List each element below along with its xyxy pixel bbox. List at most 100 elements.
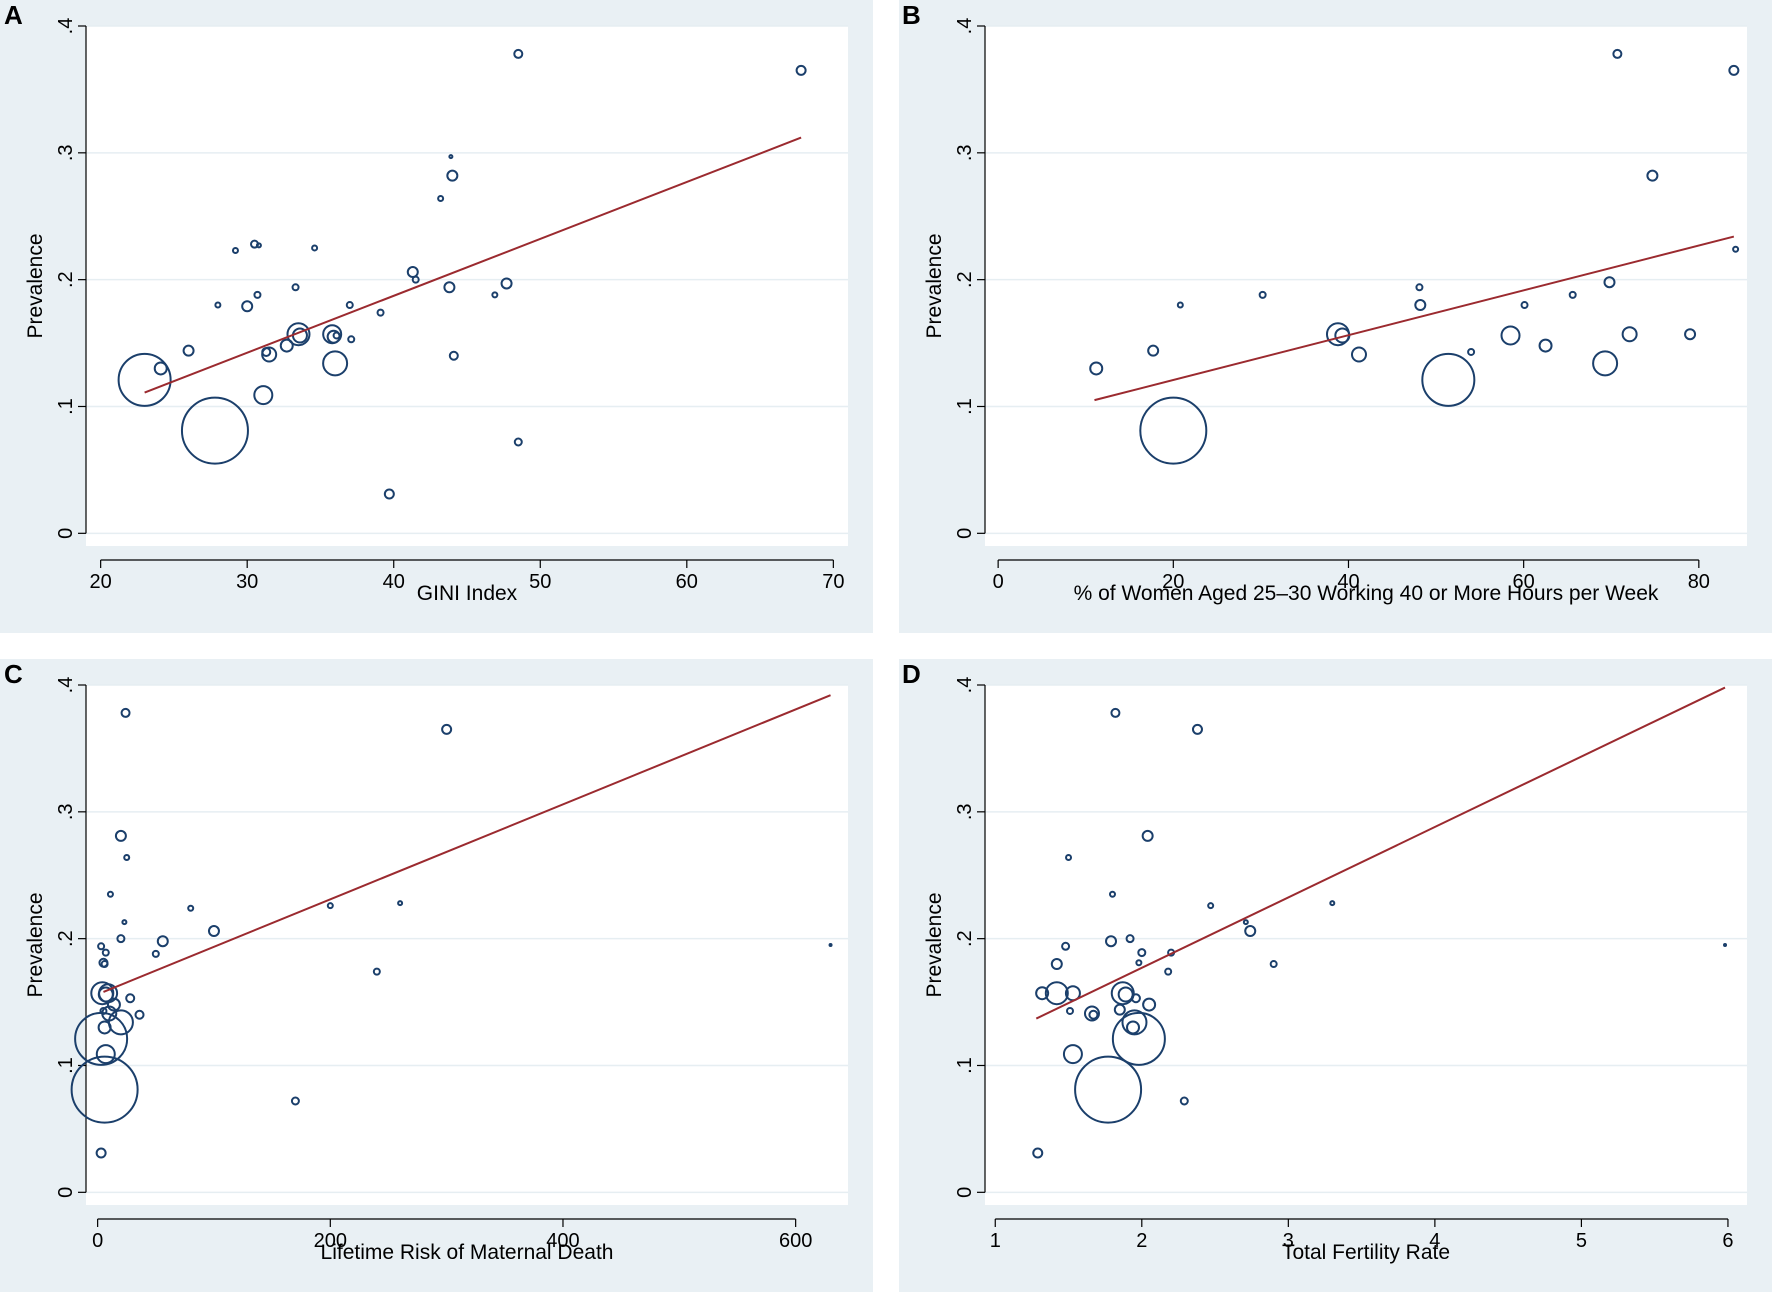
panel-d-grid [985, 684, 1747, 1194]
panel-b-x-tick-label-2: 40 [1337, 571, 1359, 593]
panel-d-point-2 [1050, 958, 1063, 971]
panel-d-axes: 1 2 3 4 5 6 0 .1 .2 .3 .4 [954, 677, 1734, 1252]
panel-c-x-tick-label-2: 400 [546, 1230, 579, 1252]
panel-a-x-axis-title: GINI Index [417, 582, 518, 605]
panel-b-y-tick-label-3: .3 [954, 144, 976, 161]
panel-b-y-tick-label-4: .4 [954, 18, 976, 35]
panel-b-point-2 [1139, 396, 1208, 465]
panel-b-point-4 [1258, 290, 1267, 299]
panel-d-point-36 [1723, 943, 1728, 947]
panel-a-axes: 20 30 40 50 60 70 0 .1 .2 .3 .4 [55, 18, 844, 593]
panel-a-x-tick-label-4: 60 [676, 571, 698, 593]
panel-a-y-axis-title: Prevalence [24, 233, 47, 338]
panel-b-point-10 [1421, 352, 1476, 407]
panel-d-y-axis-title: Prevalence [923, 892, 946, 997]
panel-d-y-tick-label-2: .2 [954, 930, 976, 947]
panel-a-x-tick-label-1: 30 [236, 571, 258, 593]
panel-d-plot-area [985, 685, 1747, 1205]
panel-d-point-4 [1061, 941, 1071, 951]
panel-d-point-25 [1141, 829, 1154, 842]
panel-a-point-8 [255, 242, 262, 249]
panel-c-x-tick-label-0: 0 [92, 1230, 103, 1252]
panel-b-x-tick-label-0: 0 [993, 571, 1004, 593]
panel-d-point-34 [1269, 960, 1278, 969]
panel-a-point-35 [513, 48, 524, 59]
panel-c-x-tick-label-3: 600 [779, 1230, 812, 1252]
panel-b-letter: B [902, 0, 921, 30]
panel-a-point-24 [376, 308, 385, 317]
panel-a-point-14 [291, 283, 300, 292]
panel-a-x-tick-label-2: 40 [383, 571, 405, 593]
panel-a-grid [86, 25, 848, 535]
panel-d-point-26 [1142, 997, 1157, 1012]
panel-b-point-16 [1592, 350, 1619, 377]
panel-c-point-23 [121, 919, 128, 926]
panel-b-fit-line [1094, 235, 1735, 402]
panel-a-point-9 [253, 290, 262, 299]
panel-a-point-25 [383, 488, 395, 500]
panel-d-point-8 [1062, 1044, 1083, 1065]
panel-a-letter: A [4, 0, 23, 30]
panel-a-y-tick-label-1: .1 [55, 398, 77, 415]
panel-c-plot-area [86, 685, 848, 1205]
panel-c-marks [70, 694, 833, 1159]
panel-b-point-15 [1568, 290, 1577, 299]
panel-b-point-7 [1350, 346, 1367, 363]
panel-b-point-1 [1147, 344, 1160, 357]
panel-d-point-33 [1244, 925, 1257, 938]
panel-d-point-3 [1044, 981, 1069, 1006]
panel-a-y-tick-label-3: .3 [55, 144, 77, 161]
panel-c-point-2 [95, 1147, 107, 1159]
panel-b-point-9 [1414, 299, 1427, 312]
panel-c-point-17 [134, 1009, 145, 1020]
panel-d-x-tick-label-5: 6 [1722, 1230, 1733, 1252]
panel-c-point-32 [441, 723, 453, 735]
panel-c-point-19 [120, 707, 131, 718]
panel-c-point-16 [125, 993, 136, 1004]
panel-d-point-23 [1135, 959, 1143, 967]
panel-c-grid [86, 684, 848, 1194]
panel-d-point-14 [1110, 707, 1121, 718]
panel-d-point-6 [1065, 1006, 1074, 1015]
panel-b-plot-area [985, 26, 1747, 546]
panel-a-plot-area [86, 26, 848, 546]
panel-d-point-10 [1088, 1009, 1099, 1020]
panel-d-x-tick-label-1: 2 [1136, 1230, 1147, 1252]
panel-a-point-34 [500, 277, 513, 290]
panel-d-point-16 [1110, 981, 1135, 1006]
panel-d-point-0 [1032, 1147, 1044, 1159]
panel-a-point-28 [437, 194, 445, 202]
panel-a-y-tick-label-2: .2 [55, 271, 77, 288]
panel-a-x-tick-label-0: 20 [90, 571, 112, 593]
panel-c-point-0 [70, 1055, 139, 1124]
panel-b-point-20 [1646, 169, 1659, 182]
panel-c-point-26 [187, 904, 195, 912]
panel-d-point-12 [1105, 935, 1118, 948]
panel-a-marks [117, 48, 807, 500]
panel-d-y-tick-label-3: .3 [954, 803, 976, 820]
panel-a-point-17 [311, 244, 319, 252]
panel-d-point-27 [1164, 967, 1173, 976]
panel-a-y-tick-label-4: .4 [55, 18, 77, 35]
panel-c-point-11 [99, 1006, 108, 1015]
panel-c-y-tick-label-2: .2 [55, 930, 77, 947]
panel-a-point-12 [261, 346, 278, 363]
panel-b-point-13 [1520, 301, 1529, 310]
panel-a-point-32 [448, 350, 459, 361]
panel-d-point-18 [1125, 934, 1135, 944]
panel-c-y-axis-title: Prevalence [24, 892, 47, 997]
panel-a-point-1 [153, 361, 168, 376]
panel-d-point-30 [1191, 723, 1203, 735]
panel-d-y-tick-label-1: .1 [954, 1057, 976, 1074]
panel-a-point-2 [182, 344, 195, 357]
panel-b-marks [1089, 48, 1740, 465]
panel-d-fit-line [1035, 686, 1726, 1020]
panel-c-point-30 [397, 900, 404, 907]
panel-b-y-tick-label-0: 0 [954, 528, 976, 539]
panel-b-point-3 [1176, 301, 1184, 309]
panel-d-point-29 [1179, 1096, 1189, 1106]
panel-c-x-tick-label-1: 200 [314, 1230, 347, 1252]
panel-d-point-1 [1035, 986, 1050, 1001]
panel-d-x-tick-label-4: 5 [1576, 1230, 1587, 1252]
